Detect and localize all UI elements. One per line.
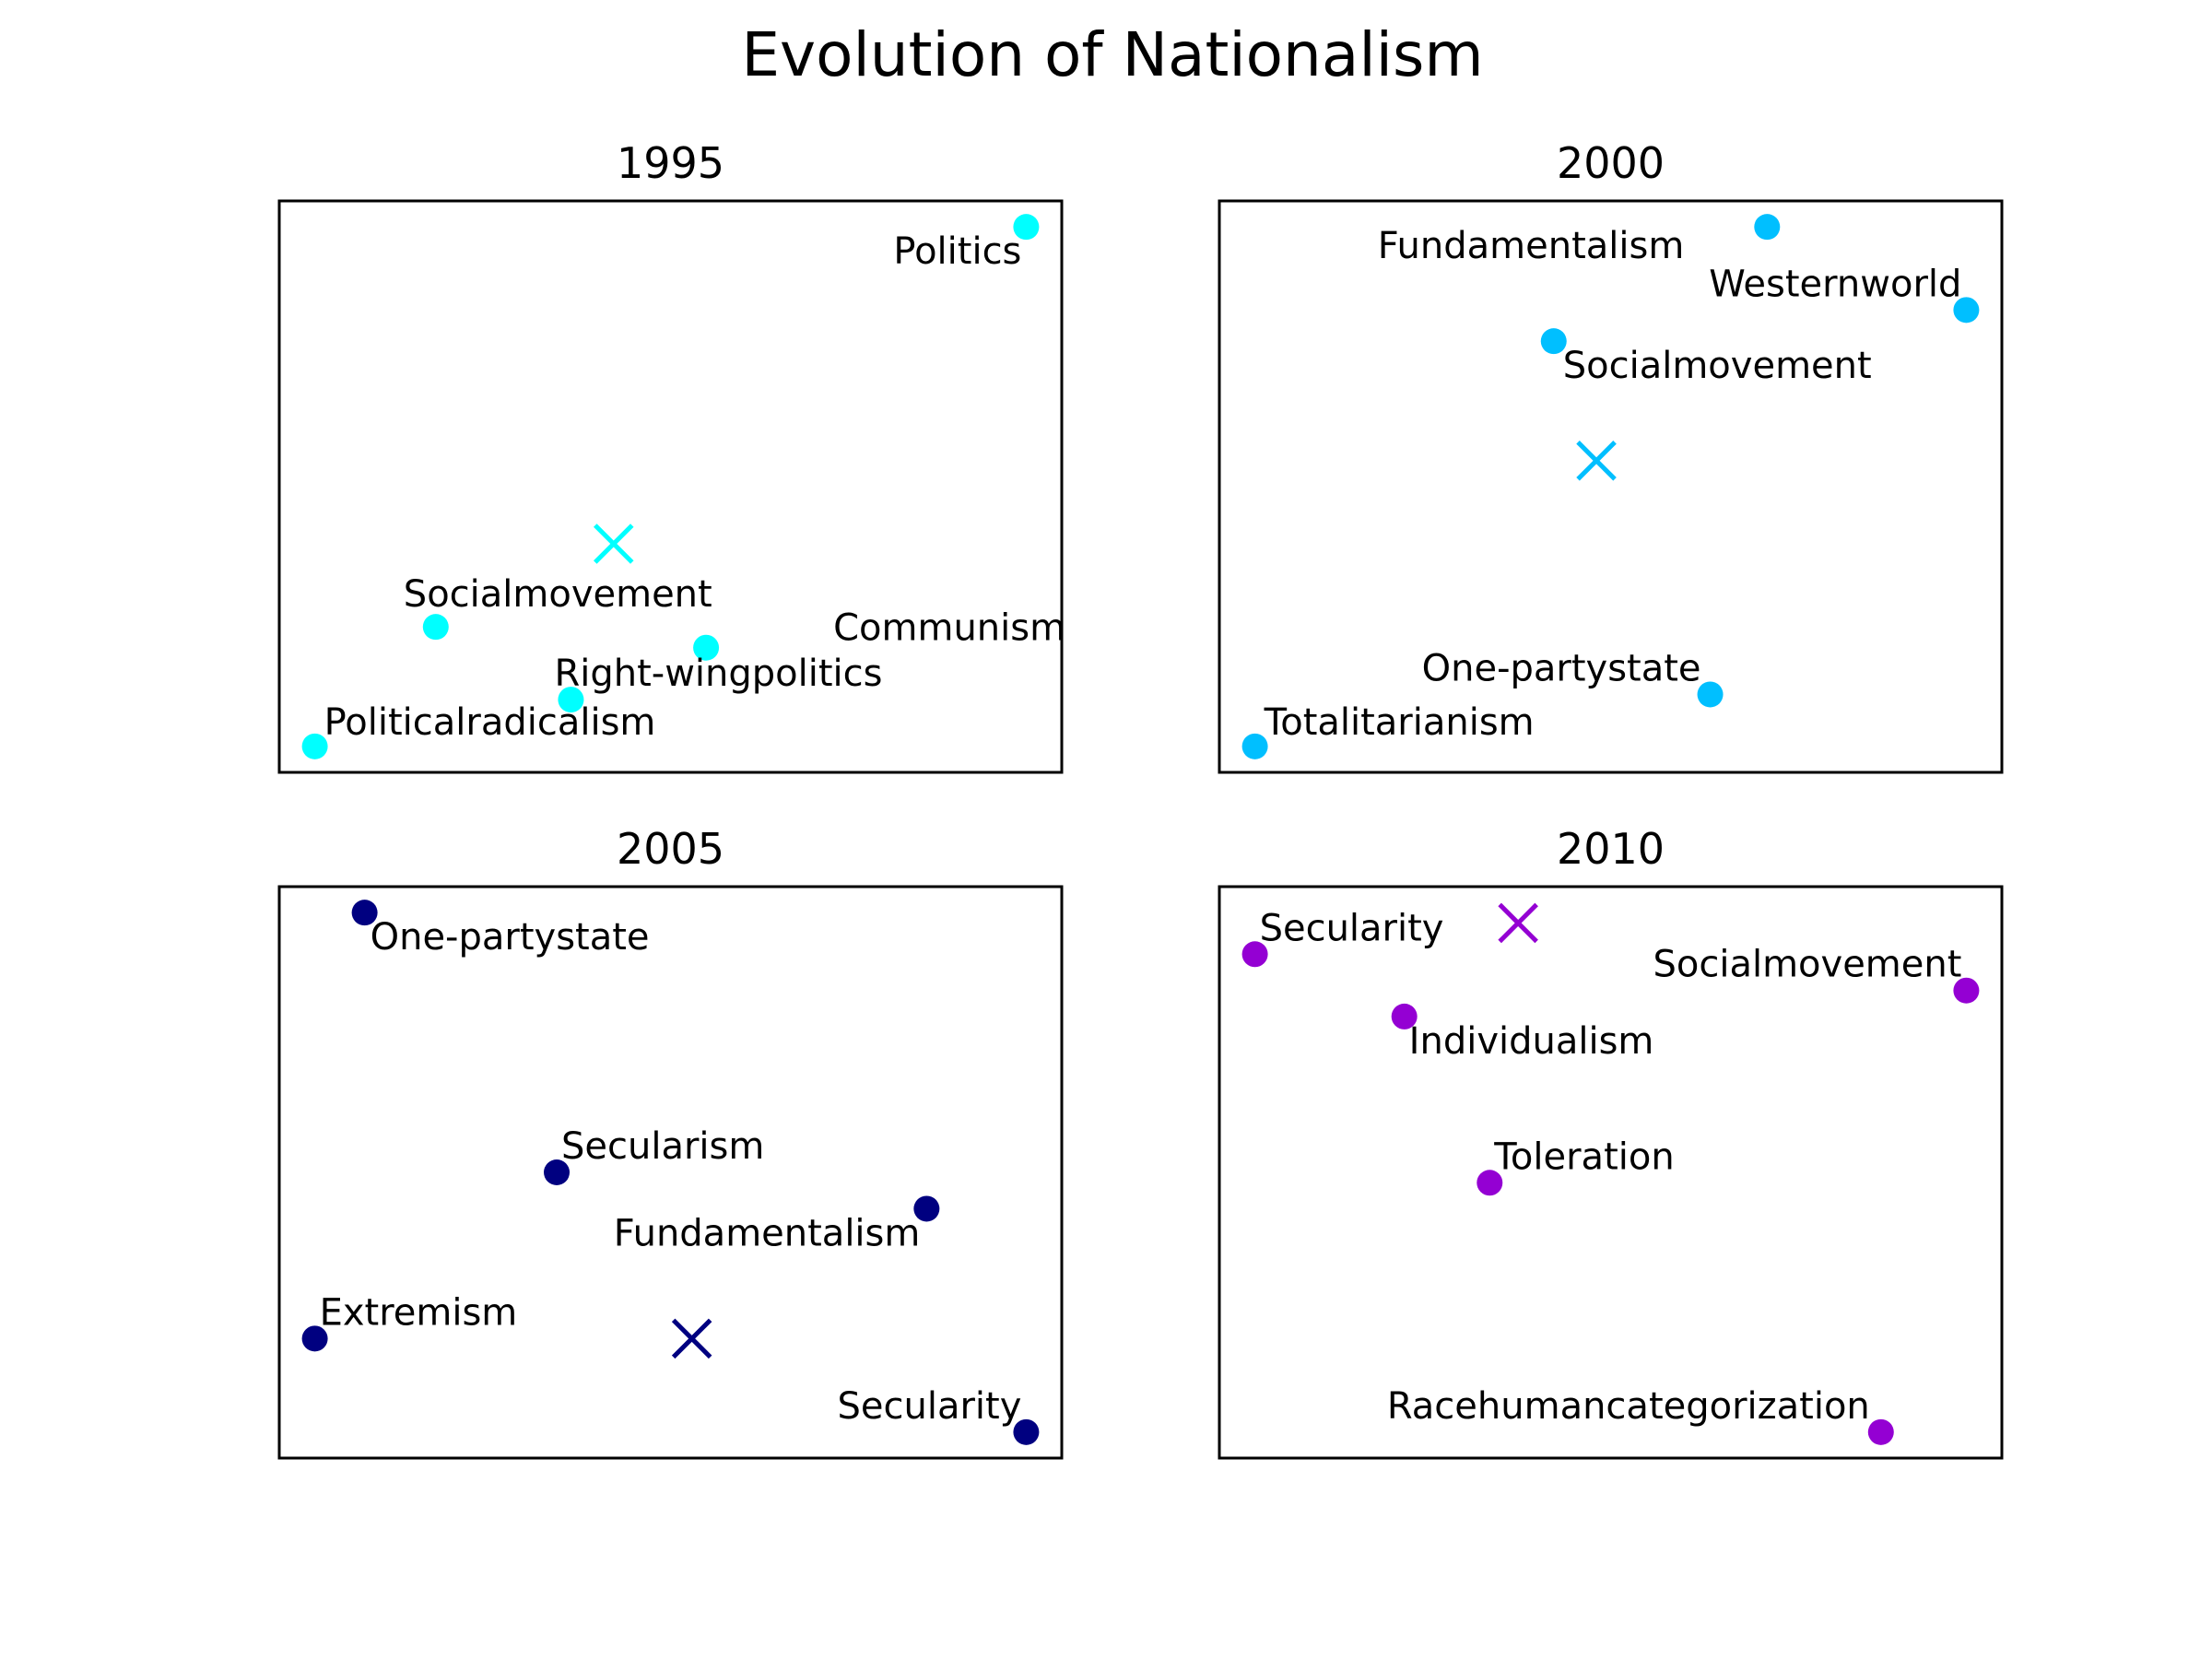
data-point <box>1013 214 1040 241</box>
panel-title: 2005 <box>617 824 724 874</box>
axes-frame <box>1218 199 2004 774</box>
data-point <box>1013 1418 1040 1445</box>
data-point <box>1953 977 1980 1004</box>
point-label: Politicalradicalism <box>324 701 656 744</box>
data-point <box>913 1195 940 1222</box>
point-label: Toleration <box>1493 1135 1674 1178</box>
panel-2000: 2000 Fundamentalism Westernworld Socialmove… <box>1218 138 2004 774</box>
point-label: Secularism <box>561 1125 764 1168</box>
point-label: One-partystate <box>371 916 650 959</box>
axes-frame <box>1218 885 2004 1460</box>
data-point <box>1241 941 1268 968</box>
data-point <box>693 634 720 661</box>
point-label: Socialmovement <box>1563 345 1872 387</box>
data-point <box>1953 297 1980 324</box>
centroid-marker <box>1576 441 1617 481</box>
data-point <box>1867 1418 1894 1445</box>
point-label: Secularity <box>838 1385 1022 1428</box>
point-label: Totalitarianism <box>1264 701 1535 744</box>
point-label: Westernworld <box>1709 263 1961 305</box>
point-label: One-partystate <box>1422 647 1701 689</box>
point-label: Communism <box>833 607 1065 650</box>
data-point <box>422 614 449 641</box>
panels: 1995 Politics Socialmovement CommunismRight… <box>277 138 2004 1460</box>
panel-2005: 2005 One-partystate Secularism Fundamentali… <box>277 824 1064 1460</box>
panel-title: 2010 <box>1557 824 1665 874</box>
figure-title: Evolution of Nationalism <box>741 19 1483 90</box>
centroid-marker <box>593 524 634 564</box>
data-point <box>544 1159 571 1185</box>
centroid-marker <box>671 1318 712 1359</box>
data-point <box>1754 214 1781 241</box>
centroid-marker <box>1498 902 1538 944</box>
data-point <box>1540 328 1567 355</box>
point-label: Individualism <box>1409 1020 1654 1063</box>
axes-frame <box>277 199 1064 774</box>
point-label: Socialmovement <box>1653 944 1961 986</box>
panel-2010: 2010 Secularity Socialmovement Individualis… <box>1218 824 2004 1460</box>
point-label: Right-wingpolitics <box>554 653 882 695</box>
data-point <box>1697 681 1724 708</box>
point-label: Fundamentalism <box>1378 225 1685 267</box>
point-label: Racehumancategorization <box>1387 1385 1870 1428</box>
axes-frame <box>277 885 1064 1460</box>
data-point <box>558 687 584 713</box>
point-label: Politics <box>893 230 1021 273</box>
point-label: Socialmovement <box>404 573 712 616</box>
panel-title: 1995 <box>617 138 724 188</box>
panel-1995: 1995 Politics Socialmovement CommunismRight… <box>277 138 1065 774</box>
data-point <box>1477 1170 1503 1196</box>
data-point <box>1391 1003 1418 1030</box>
point-label: Fundamentalism <box>614 1212 921 1254</box>
data-point <box>351 900 378 926</box>
point-label: Secularity <box>1260 907 1444 949</box>
data-point <box>1241 733 1268 759</box>
panel-title: 2000 <box>1557 138 1665 188</box>
data-point <box>301 733 328 759</box>
point-label: Extremism <box>320 1291 518 1334</box>
data-point <box>301 1325 328 1352</box>
